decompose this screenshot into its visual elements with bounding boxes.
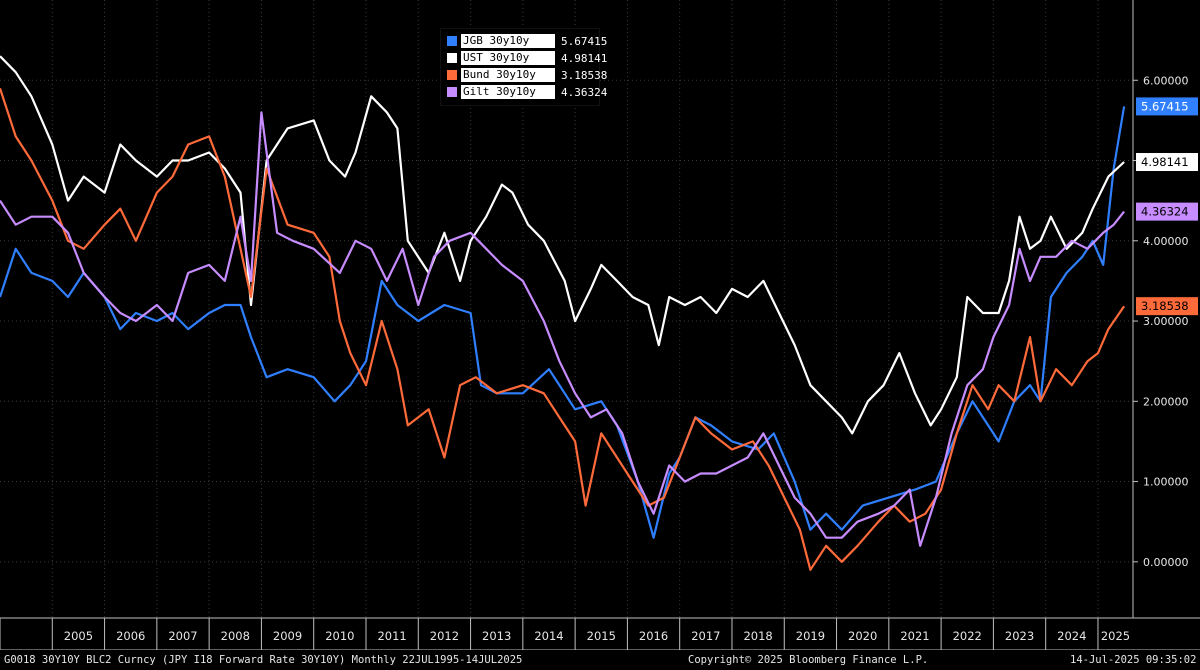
- x-tick-label: 2017: [691, 629, 720, 643]
- legend-value: 3.18538: [561, 68, 608, 82]
- end-value-text: 4.98141: [1141, 155, 1189, 169]
- legend: JGB 30y10y 5.67415 UST 30y10y 4.98141 Bu…: [440, 28, 607, 106]
- legend-label: JGB 30y10y: [461, 34, 555, 48]
- x-tick-label: 2010: [325, 629, 354, 643]
- end-value-box: [1136, 202, 1198, 221]
- x-tick-label: 2025: [1101, 629, 1130, 643]
- x-axis: 2005 2006 2007 2008 2009 2010 2011 2012 2013 2014…: [0, 617, 1200, 650]
- series-lines: [0, 55, 1126, 571]
- x-tick-label: 2013: [482, 629, 511, 643]
- x-tick-label: 2015: [587, 629, 616, 643]
- x-tick-label: 2007: [168, 629, 197, 643]
- x-tick-label: 2014: [534, 629, 563, 643]
- legend-value: 4.36324: [561, 85, 608, 99]
- footer-copyright: Copyright© 2025 Bloomberg Finance L.P.: [688, 654, 929, 666]
- legend-item-bund: Bund 30y10y 3.18538: [447, 67, 607, 83]
- x-tick-label: 2005: [64, 629, 93, 643]
- y-tick-label: 3.00000: [1143, 315, 1189, 328]
- x-tick-label: 2006: [116, 629, 145, 643]
- end-value-box: [1136, 97, 1198, 116]
- x-tick-label: 2022: [953, 629, 982, 643]
- y-tick-label: 4.00000: [1143, 235, 1189, 248]
- legend-label: Gilt 30y10y: [461, 85, 555, 99]
- x-tick-label: 2016: [639, 629, 668, 643]
- end-value-text: 5.67415: [1141, 99, 1189, 113]
- legend-swatch: [447, 70, 457, 80]
- end-value-label: 4.36324: [1136, 202, 1198, 221]
- y-axis: 0.000001.000002.000003.000004.000005.000…: [1132, 0, 1189, 618]
- legend-label: UST 30y10y: [461, 51, 555, 65]
- series-line: [0, 87, 1126, 571]
- end-value-label: 5.67415: [1136, 97, 1198, 116]
- footer-security-description: G0018 30Y10Y BLC2 Curncy (JPY I18 Forwar…: [4, 654, 523, 666]
- end-value-label: 4.98141: [1136, 153, 1198, 172]
- series-line: [0, 111, 1125, 547]
- y-tick-label: 2.00000: [1143, 395, 1189, 408]
- y-tick-label: 1.00000: [1143, 476, 1189, 489]
- legend-item-ust: UST 30y10y 4.98141: [447, 50, 607, 66]
- legend-value: 5.67415: [561, 34, 608, 48]
- x-tick-label: 2024: [1057, 629, 1086, 643]
- x-tick-label: 2023: [1005, 629, 1034, 643]
- footer-bar: G0018 30Y10Y BLC2 Curncy (JPY I18 Forwar…: [0, 650, 1200, 670]
- series-line: [0, 55, 1125, 435]
- x-tick-label: 2021: [900, 629, 929, 643]
- x-tick-label: 2009: [273, 629, 302, 643]
- x-tick-label: 2020: [848, 629, 877, 643]
- series-line: [0, 106, 1126, 539]
- legend-swatch: [447, 87, 457, 97]
- end-value-labels: 5.67415 4.98141 3.18538 4.36324: [1136, 97, 1198, 316]
- x-tick-label: 2011: [377, 629, 406, 643]
- legend-item-jgb: JGB 30y10y 5.67415: [447, 33, 607, 49]
- end-value-text: 4.36324: [1141, 205, 1189, 219]
- x-tick-label: 2008: [221, 629, 250, 643]
- legend-item-gilt: Gilt 30y10y 4.36324: [447, 84, 607, 100]
- y-tick-label: 6.00000: [1143, 74, 1189, 87]
- footer-timestamp: 14-Jul-2025 09:35:02: [1070, 654, 1197, 666]
- y-tick-label: 0.00000: [1143, 556, 1189, 569]
- legend-label: Bund 30y10y: [461, 68, 555, 82]
- chart-canvas: 0.000001.000002.000003.000004.000005.000…: [0, 0, 1200, 650]
- end-value-box: [1136, 153, 1198, 172]
- end-value-box: [1136, 297, 1198, 316]
- x-tick-label: 2012: [430, 629, 459, 643]
- x-tick-label: 2018: [743, 629, 772, 643]
- x-tick-label: 2019: [796, 629, 825, 643]
- end-value-label: 3.18538: [1136, 297, 1198, 316]
- grid: [0, 0, 1133, 618]
- legend-swatch: [447, 36, 457, 46]
- legend-swatch: [447, 53, 457, 63]
- legend-value: 4.98141: [561, 51, 608, 65]
- end-value-text: 3.18538: [1141, 299, 1189, 313]
